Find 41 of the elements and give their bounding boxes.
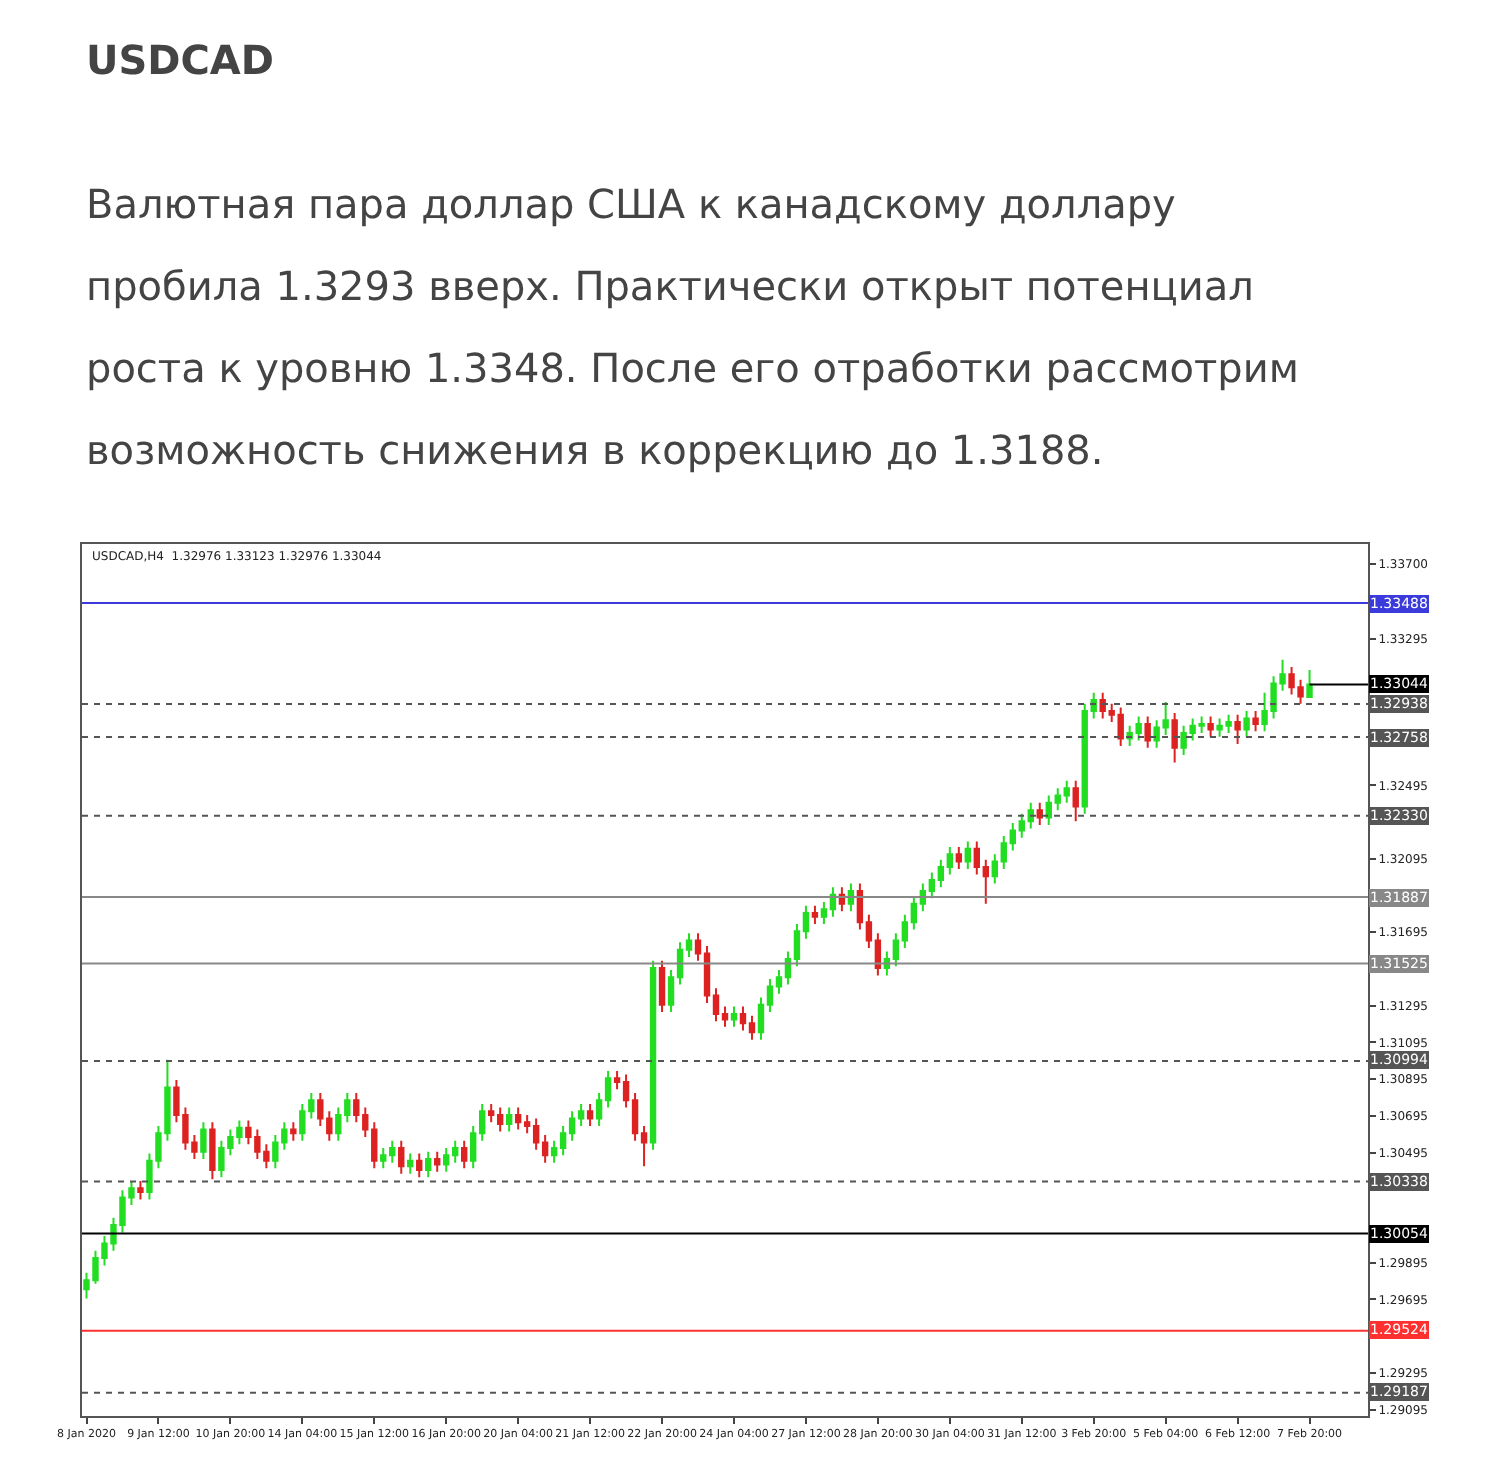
- candlestick: [1144, 715, 1151, 749]
- candlestick: [443, 1146, 450, 1173]
- candlestick: [1171, 711, 1178, 764]
- chart-subtitle: Валютная пара доллар США к канадскому доллару пробила 1.3293 вверх. Практически открыт потенциал роста к уровню 1.3348. После его отработки рассмотрим возможность снижения в коррекцию до 1.3188.: [86, 180, 1299, 474]
- candlestick: [730, 1005, 738, 1028]
- candlestick: [1306, 669, 1313, 699]
- candlestick: [658, 959, 666, 1014]
- candlestick: [847, 882, 855, 913]
- candlestick: [487, 1102, 495, 1124]
- candlestick: [505, 1106, 513, 1133]
- candlestick: [748, 1014, 756, 1041]
- candlestick: [829, 886, 837, 918]
- candlestick: [811, 904, 819, 925]
- candlestick: [434, 1150, 441, 1173]
- candlestick: [209, 1121, 216, 1181]
- candlestick: [1243, 710, 1250, 738]
- candlestick: [137, 1180, 144, 1201]
- candlestick: [955, 845, 963, 870]
- candlestick: [290, 1121, 297, 1142]
- candlestick: [1027, 801, 1034, 830]
- candlestick: [1072, 779, 1079, 823]
- candlestick: [1234, 713, 1241, 746]
- candlestick: [1117, 706, 1124, 747]
- chart-title: USDCAD: [86, 36, 275, 84]
- candlestick: [514, 1106, 522, 1131]
- candlestick: [425, 1150, 432, 1179]
- candlestick: [200, 1121, 207, 1160]
- candlestick: [1063, 779, 1070, 804]
- candlestick: [1036, 801, 1043, 826]
- candlestick: [649, 959, 657, 1151]
- candlestick: [1252, 710, 1259, 733]
- candlestick: [407, 1152, 414, 1175]
- candlestick: [586, 1102, 594, 1127]
- candlestick: [1207, 715, 1214, 738]
- candlestick: [964, 840, 972, 870]
- candlestick: [416, 1152, 423, 1179]
- candlestick: [496, 1106, 504, 1133]
- candlestick: [461, 1139, 468, 1170]
- candlestick: [739, 1005, 747, 1032]
- candlestick: [398, 1139, 405, 1175]
- candlestick: [380, 1146, 387, 1170]
